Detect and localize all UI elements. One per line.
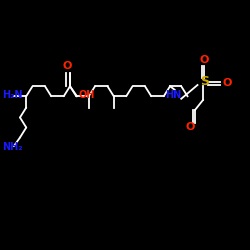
- Text: O: O: [185, 122, 195, 132]
- Text: O: O: [62, 61, 72, 71]
- Text: O: O: [223, 78, 232, 88]
- Text: O: O: [199, 55, 208, 65]
- Text: S: S: [200, 75, 209, 88]
- Text: HN: HN: [166, 90, 182, 100]
- Text: NH₂: NH₂: [2, 142, 23, 152]
- Text: H₂N: H₂N: [2, 90, 23, 100]
- Text: OH: OH: [79, 90, 95, 100]
